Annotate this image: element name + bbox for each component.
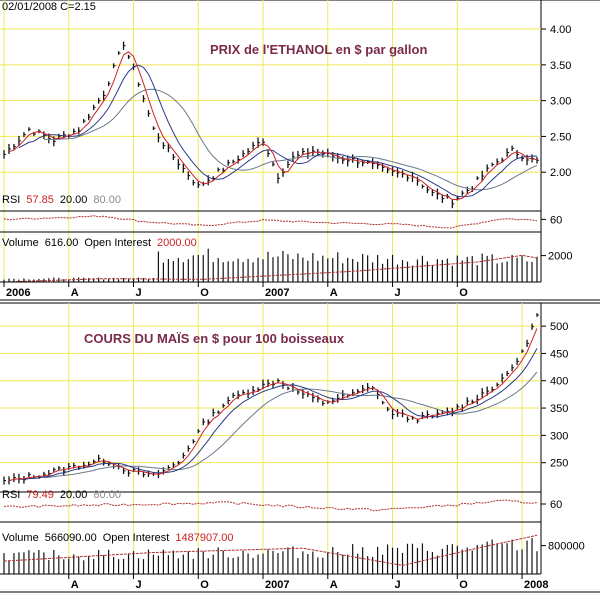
y-tick-label: 500 (550, 321, 568, 333)
x-tick-label: A (71, 287, 79, 299)
x-tick-label: A (330, 579, 338, 591)
header-date-close: 02/01/2008 C=2.15 (2, 1, 96, 13)
x-tick-label: A (71, 579, 79, 591)
x-tick-label: J (395, 579, 401, 591)
y-tick-label: 2.50 (550, 131, 571, 143)
ethanol-chart: 4.00 3.50 3.00 2.50 2.00 02/01/2008 C=2.15 PRI… (0, 0, 600, 301)
y-tick-label: 350 (550, 403, 568, 415)
y-tick-label: 250 (550, 458, 568, 470)
volume-legend-part: 616.00 (45, 237, 79, 249)
rsi-axis-label: 60 (550, 214, 562, 226)
moving-average-fast (8, 328, 538, 481)
volume-legend-part: Open Interest (84, 237, 151, 249)
x-tick-label: J (136, 579, 142, 591)
moving-average-fast (8, 51, 538, 201)
moving-average-slow (43, 371, 538, 479)
volume-axis-label: 2000 (548, 251, 572, 263)
x-tick-label: J (395, 287, 401, 299)
y-tick-label: 400 (550, 376, 568, 388)
volume-legend: Volume 616.00 Open Interest 2000.00 (2, 237, 197, 249)
y-tick-label: 3.50 (550, 60, 571, 72)
rsi-line (3, 215, 538, 229)
rsi-legend-part: 20.00 (60, 194, 88, 206)
x-tick-label: O (200, 579, 209, 591)
rsi-line (3, 499, 538, 512)
open-interest-line (3, 254, 538, 283)
volume-axis-label: 800000 (548, 541, 585, 553)
moving-average-mid (18, 64, 537, 198)
rsi-legend: RSI 57.85 20.00 80.00 (2, 194, 121, 206)
y-tick-label: 450 (550, 348, 568, 360)
open-interest-line (3, 534, 538, 566)
rsi-legend-part: 20.00 (60, 489, 88, 501)
x-tick-label: O (459, 287, 468, 299)
y-tick-label: 3.00 (550, 96, 571, 108)
chart-title: COURS DU MAÏS en $ pour 100 boisseaux (84, 331, 345, 346)
rsi-legend-part: 79.49 (26, 489, 54, 501)
volume-legend-part: 566090.00 (45, 532, 97, 544)
volume-legend-part: Volume (2, 237, 39, 249)
y-tick-label: 2.00 (550, 167, 571, 179)
price-bars (3, 313, 539, 485)
rsi-legend-part: RSI (2, 194, 20, 206)
x-tick-label: 2007 (265, 287, 289, 299)
y-tick-label: 300 (550, 430, 568, 442)
x-tick-label: O (459, 579, 468, 591)
corn-chart: 500 450 400 350 300 250 COURS DU MAÏS en $ pou… (0, 302, 600, 593)
volume-legend: Volume 566090.00 Open Interest 1487907.00 (2, 532, 233, 544)
volume-legend-part: 1487907.00 (175, 532, 233, 544)
rsi-legend-part: 80.00 (93, 194, 121, 206)
y-tick-label: 4.00 (550, 24, 571, 36)
volume-legend-part: 2000.00 (157, 237, 197, 249)
volume-legend-part: Open Interest (103, 532, 170, 544)
x-tick-label: O (200, 287, 209, 299)
moving-average-mid (18, 348, 538, 480)
x-tick-label: J (136, 287, 142, 299)
x-tick-label: 2007 (265, 579, 289, 591)
rsi-legend-part: 57.85 (26, 194, 54, 206)
moving-average-slow (43, 88, 538, 191)
rsi-legend: RSI 79.49 20.00 80.00 (2, 489, 121, 501)
price-bars (3, 41, 539, 209)
x-tick-label: 2006 (6, 287, 30, 299)
volume-legend-part: Volume (2, 532, 39, 544)
rsi-legend-part: RSI (2, 489, 20, 501)
chart-title: PRIX de l'ETHANOL en $ par gallon (210, 42, 427, 57)
x-tick-label: 2008 (524, 579, 548, 591)
rsi-axis-label: 60 (550, 499, 562, 511)
x-tick-label: A (330, 287, 338, 299)
rsi-legend-part: 80.00 (93, 489, 121, 501)
volume-bars (3, 538, 538, 574)
